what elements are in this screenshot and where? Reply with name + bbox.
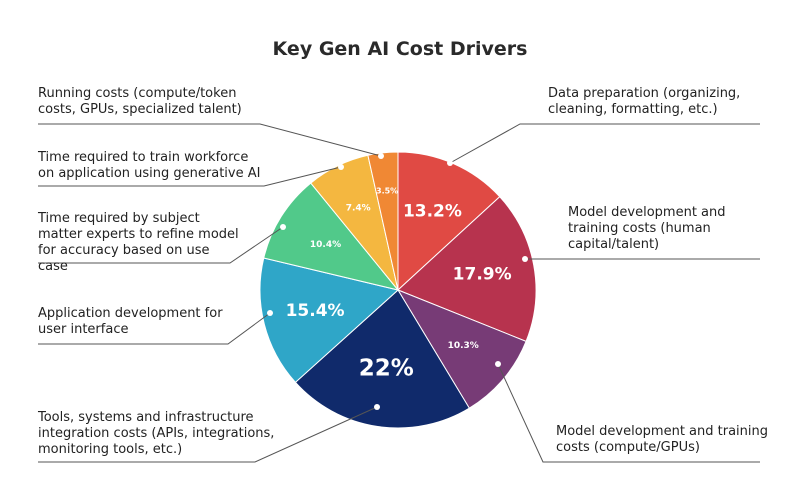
leader-line-application-development: [38, 312, 271, 345]
leader-dot-tools-systems: [374, 404, 380, 410]
pie-value-label-model-dev-compute: 10.3%: [448, 341, 479, 351]
pie-slice-tools-systems: [294, 289, 470, 429]
pie-value-label-running-costs: 3.5%: [376, 187, 398, 196]
leader-line-data-preparation: [449, 123, 760, 164]
pie-value-label-data-preparation: 13.2%: [403, 202, 462, 222]
chart-title: Key Gen AI Cost Drivers: [272, 38, 528, 60]
leader-line-subject-matter-experts: [38, 226, 284, 264]
pie-value-label-model-dev-human: 17.9%: [453, 265, 512, 285]
pie-value-label-subject-matter-experts: 10.4%: [310, 240, 341, 250]
pie-slice-application-development: [259, 257, 400, 384]
pie-value-label-train-workforce: 7.4%: [346, 204, 371, 214]
pie-slice-model-dev-compute: [396, 288, 527, 409]
callout-label-application-development: Application development for user interfa…: [38, 306, 223, 337]
callout-label-model-dev-compute: Model development and training costs (co…: [556, 424, 769, 455]
pie-slice-data-preparation: [397, 151, 501, 292]
callout-leaders: [38, 123, 760, 463]
leader-line-model-dev-compute: [497, 363, 760, 463]
leader-dot-running-costs: [378, 153, 384, 159]
leader-dot-application-development: [267, 310, 273, 316]
callout-label-subject-matter-experts: Time required by subject matter experts …: [38, 211, 239, 274]
pie-slice-subject-matter-experts: [263, 182, 400, 291]
pie-slice-running-costs: [367, 151, 399, 291]
leader-line-tools-systems: [38, 406, 378, 463]
pie-slice-model-dev-human: [397, 196, 537, 343]
pie-value-label-tools-systems: 22%: [359, 356, 414, 382]
pie-value-labels: 13.2% 17.9% 10.3% 22% 15.4% 10.4% 7.4% 3.5%: [286, 187, 512, 382]
callout-label-tools-systems: Tools, systems and infrastructure integr…: [38, 410, 275, 457]
leader-dot-data-preparation: [447, 160, 453, 166]
callout-label-running-costs: Running costs (compute/token costs, GPUs…: [38, 86, 242, 117]
leader-line-train-workforce: [38, 166, 342, 187]
pie-slices: [259, 151, 537, 429]
leader-dot-train-workforce: [338, 164, 344, 170]
pie-value-label-application-development: 15.4%: [286, 301, 345, 321]
leader-dot-model-dev-human: [522, 256, 528, 262]
leader-dot-model-dev-compute: [495, 361, 501, 367]
leader-line-running-costs: [38, 123, 382, 157]
callout-label-model-dev-human: Model development and training costs (hu…: [568, 205, 726, 252]
callout-label-train-workforce: Time required to train workforce on appl…: [38, 150, 261, 181]
callout-label-data-preparation: Data preparation (organizing, cleaning, …: [548, 86, 741, 117]
leader-dot-subject-matter-experts: [280, 224, 286, 230]
